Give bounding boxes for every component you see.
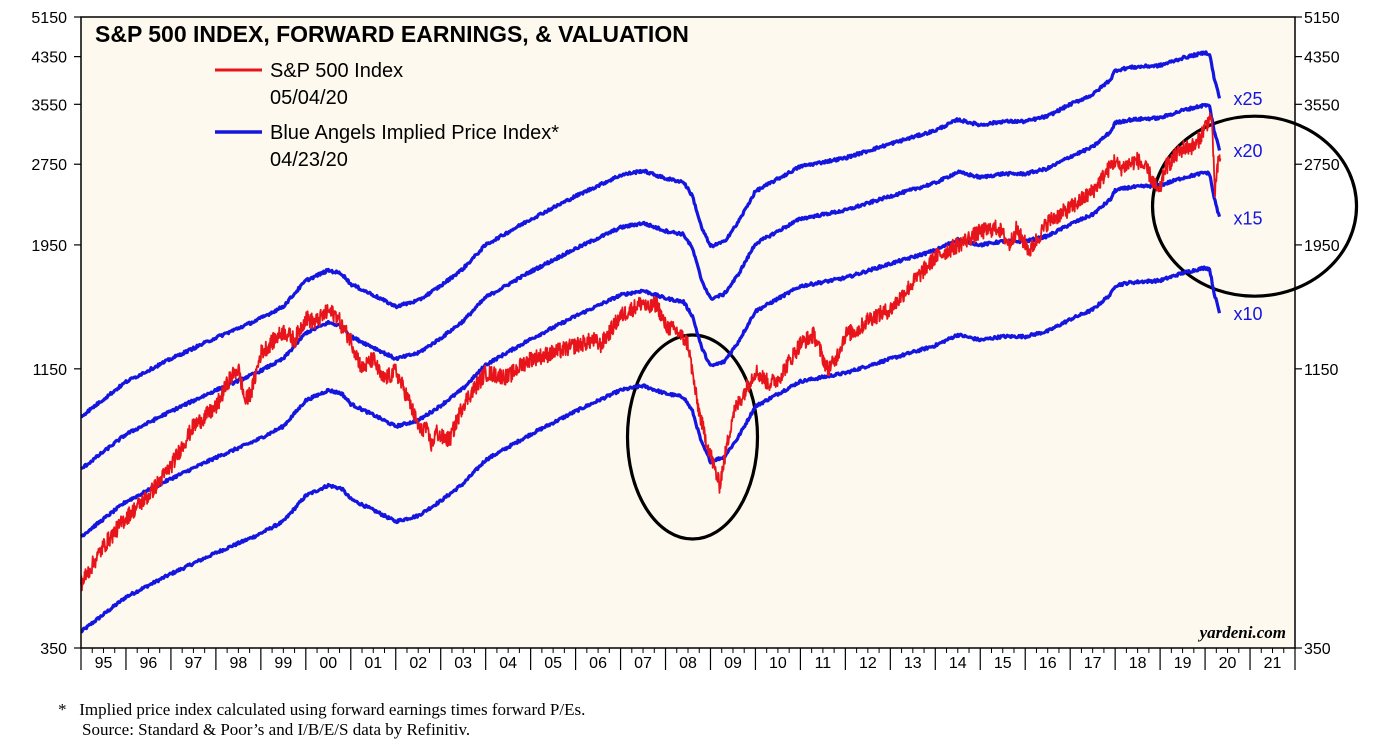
x-tick-label: 16: [1039, 655, 1057, 672]
highlight-circle: [1150, 114, 1359, 298]
x-tick-label: 10: [769, 655, 787, 672]
x-tick-label: 95: [95, 655, 113, 672]
x-tick-label: 12: [859, 655, 877, 672]
y-tick-label-left: 1150: [33, 362, 68, 379]
y-tick-label-left: 2750: [31, 157, 67, 174]
y-tick-label-right: 4350: [1304, 50, 1340, 67]
source-credit: yardeni.com: [1198, 623, 1286, 642]
plot-background: [81, 17, 1295, 648]
y-axis-left: 350 1150 1950 2750 3550 4350 5150: [31, 10, 81, 658]
series-line-sp500: [80, 112, 1222, 592]
x-tick-label: 06: [589, 655, 607, 672]
x-tick-label: 07: [634, 655, 652, 672]
x-tick-label: 96: [140, 655, 158, 672]
series-line-x10: [80, 265, 1222, 634]
x-tick-label: 03: [454, 655, 472, 672]
y-tick-label-left: 350: [40, 641, 67, 658]
x-tick-label: 09: [724, 655, 742, 672]
x-tick-label: 99: [274, 655, 292, 672]
highlight-circle: [625, 333, 760, 541]
series-line-x25: [80, 50, 1222, 419]
x-tick-label: 97: [185, 655, 203, 672]
x-tick-label: 98: [229, 655, 247, 672]
y-tick-label-left: 4350: [31, 50, 67, 67]
y-tick-label-right: 2750: [1304, 157, 1340, 174]
series-label-x25: x25: [1233, 89, 1262, 109]
y-tick-label-right: 350: [1304, 641, 1331, 658]
x-tick-label: 05: [544, 655, 562, 672]
legend-label-blue-angels: Blue Angels Implied Price Index*: [270, 122, 559, 144]
footnote-line-2: Source: Standard & Poor’s and I/B/E/S da…: [82, 720, 470, 740]
y-tick-label-right: 1150: [1304, 362, 1339, 379]
footnote-text: Implied price index calculated using for…: [79, 700, 586, 719]
x-tick-label: 18: [1129, 655, 1147, 672]
series-line-x15: [80, 170, 1222, 538]
y-tick-label-left: 3550: [31, 97, 67, 114]
y-tick-label-left: 1950: [31, 238, 67, 255]
highlight-circles: [625, 114, 1359, 541]
x-tick-label: 01: [364, 655, 382, 672]
series-line-x20: [80, 102, 1222, 471]
series-label-x10: x10: [1233, 304, 1262, 324]
legend-date-sp500: 05/04/20: [270, 87, 348, 109]
series-label-x20: x20: [1233, 141, 1262, 161]
x-tick-label: 17: [1084, 655, 1102, 672]
x-axis: 95 96 97 98 99 00 01 02 03 04 05 06 07 08 09 10 11 12 13 14…: [80, 648, 1296, 672]
series-layer: [80, 50, 1222, 634]
y-tick-label-right: 1950: [1304, 238, 1340, 255]
y-tick-label-right: 5150: [1304, 10, 1340, 27]
y-axis-right: 350 1150 1950 2750 3550 4350 5150: [1295, 10, 1340, 658]
x-tick-label: 20: [1219, 655, 1237, 672]
footnote-marker: *: [58, 700, 67, 719]
x-tick-label: 13: [904, 655, 922, 672]
legend-date-blue-angels: 04/23/20: [270, 149, 348, 171]
x-tick-label: 11: [815, 655, 832, 672]
y-tick-label-right: 3550: [1304, 97, 1340, 114]
y-tick-label-left: 5150: [31, 10, 67, 27]
x-tick-label: 19: [1174, 655, 1192, 672]
x-tick-label: 14: [949, 655, 967, 672]
x-tick-label: 04: [499, 655, 517, 672]
multiple-labels: x10 x15 x20 x25: [1233, 89, 1262, 324]
x-tick-label: 21: [1264, 655, 1282, 672]
x-tick-label: 08: [679, 655, 697, 672]
footnote-source: Source: Standard & Poor’s and I/B/E/S da…: [82, 720, 471, 739]
chart-title: S&P 500 INDEX, FORWARD EARNINGS, & VALUA…: [95, 21, 689, 47]
series-label-x15: x15: [1233, 209, 1262, 229]
footnote-line-1: * Implied price index calculated using f…: [58, 700, 585, 720]
x-tick-label: 15: [994, 655, 1012, 672]
x-tick-label: 02: [409, 655, 427, 672]
legend-label-sp500: S&P 500 Index: [270, 60, 403, 82]
x-tick-label: 00: [319, 655, 337, 672]
legend: S&P 500 Index 05/04/20 Blue Angels Impli…: [215, 60, 559, 171]
